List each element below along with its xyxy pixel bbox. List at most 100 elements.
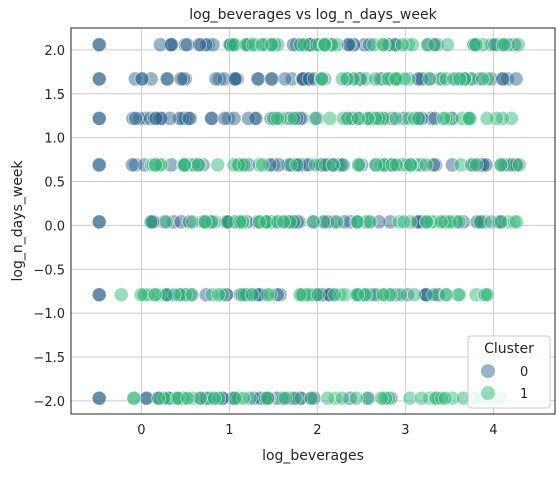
data-point-cluster-1 (317, 37, 333, 53)
data-point-cluster-1 (350, 214, 366, 230)
data-point-cluster-1 (292, 287, 308, 303)
data-point-cluster-1 (440, 37, 455, 53)
y-tick-label: −2.0 (33, 395, 65, 410)
data-point-cluster-0 (159, 71, 175, 87)
data-point-cluster-1 (147, 287, 163, 303)
data-point-cluster-0 (91, 214, 107, 230)
data-point-cluster-1 (375, 37, 391, 53)
legend-entry-0: 0 (520, 365, 528, 380)
data-point-cluster-0 (192, 37, 207, 53)
data-point-cluster-0 (173, 71, 189, 87)
data-point-cluster-1 (511, 157, 527, 173)
data-point-cluster-0 (91, 111, 107, 126)
y-tick-label: 1.5 (44, 88, 65, 103)
data-point-cluster-1 (232, 214, 248, 230)
data-point-cluster-1 (184, 287, 200, 303)
legend: Cluster 0 1 (467, 335, 551, 409)
data-point-cluster-1 (495, 37, 511, 53)
data-point-cluster-0 (134, 71, 150, 87)
data-point-cluster-1 (422, 71, 438, 87)
data-point-cluster-0 (495, 71, 511, 87)
y-tick-label: 1.0 (44, 132, 65, 147)
data-point-cluster-1 (286, 111, 302, 126)
data-point-cluster-1 (451, 214, 467, 230)
data-point-cluster-1 (143, 214, 159, 230)
data-point-cluster-1 (438, 287, 454, 303)
plot-frame (70, 27, 556, 415)
data-point-cluster-1 (210, 157, 226, 173)
data-point-cluster-0 (227, 71, 243, 87)
data-point-cluster-1 (126, 390, 142, 406)
data-point-cluster-1 (158, 214, 174, 230)
chart-title: log_beverages vs log_n_days_week (189, 7, 437, 23)
data-point-cluster-0 (204, 111, 220, 126)
data-point-cluster-1 (185, 214, 201, 230)
data-point-cluster-1 (509, 214, 524, 230)
data-point-cluster-0 (179, 37, 195, 53)
data-point-cluster-1 (403, 157, 419, 173)
data-point-cluster-1 (251, 214, 267, 230)
data-point-cluster-1 (303, 390, 319, 406)
data-point-cluster-1 (469, 157, 484, 173)
data-point-cluster-0 (277, 71, 293, 87)
data-point-cluster-1 (236, 157, 252, 173)
data-point-cluster-1 (310, 287, 326, 303)
data-point-cluster-1 (192, 390, 208, 406)
data-point-cluster-1 (350, 287, 366, 303)
data-point-cluster-1 (373, 390, 389, 406)
x-tick-label: 1 (225, 423, 233, 438)
data-point-cluster-1 (254, 37, 270, 53)
data-point-cluster-1 (322, 111, 338, 126)
data-point-cluster-1 (394, 37, 410, 53)
data-point-cluster-1 (210, 287, 226, 303)
y-tick-label: −0.5 (33, 263, 65, 278)
data-point-cluster-1 (351, 157, 367, 173)
data-point-cluster-1 (329, 214, 345, 230)
data-point-cluster-1 (307, 111, 323, 126)
data-point-cluster-0 (208, 71, 224, 87)
x-tick-label: 0 (137, 423, 145, 438)
data-point-cluster-1 (327, 287, 343, 303)
y-tick-label: 0.5 (44, 176, 65, 191)
data-point-cluster-1 (244, 287, 260, 303)
data-point-cluster-1 (190, 157, 206, 173)
data-point-cluster-1 (468, 37, 484, 53)
data-point-cluster-0 (91, 37, 107, 53)
x-axis-ticks: 0 1 2 3 4 (137, 423, 497, 438)
x-tick-label: 2 (313, 423, 321, 438)
data-point-cluster-0 (91, 157, 107, 173)
data-point-cluster-1 (388, 111, 404, 126)
data-point-cluster-1 (254, 157, 270, 173)
data-point-cluster-1 (325, 157, 341, 173)
legend-marker-0 (481, 364, 495, 378)
data-point-cluster-1 (260, 287, 276, 303)
data-point-cluster-0 (164, 37, 179, 53)
data-point-cluster-1 (414, 390, 429, 406)
data-point-cluster-1 (277, 390, 293, 406)
data-point-cluster-1 (462, 111, 477, 126)
data-point-cluster-0 (181, 111, 197, 126)
y-axis-label: log_n_days_week (10, 160, 26, 282)
data-point-cluster-1 (320, 390, 336, 406)
y-tick-label: −1.0 (33, 307, 65, 322)
data-point-cluster-1 (289, 157, 305, 173)
data-point-cluster-1 (350, 111, 366, 126)
data-point-cluster-1 (367, 71, 383, 87)
data-point-cluster-1 (437, 390, 453, 406)
data-point-cluster-0 (91, 287, 107, 303)
x-tick-label: 3 (401, 423, 409, 438)
x-axis-label: log_beverages (262, 448, 364, 464)
data-point-cluster-1 (406, 287, 422, 303)
data-point-cluster-1 (219, 214, 235, 230)
data-point-cluster-0 (250, 71, 266, 87)
data-point-cluster-0 (91, 390, 107, 406)
data-point-cluster-1 (207, 390, 223, 406)
legend-entry-1: 1 (520, 387, 528, 402)
data-point-cluster-1 (368, 157, 384, 173)
y-axis-ticks: −2.0 −1.5 −1.0 −0.5 0.0 0.5 1.0 1.5 2.0 (33, 44, 65, 410)
data-point-cluster-1 (148, 157, 164, 173)
data-point-cluster-1 (493, 214, 509, 230)
data-points (91, 37, 527, 406)
data-point-cluster-1 (348, 390, 364, 406)
